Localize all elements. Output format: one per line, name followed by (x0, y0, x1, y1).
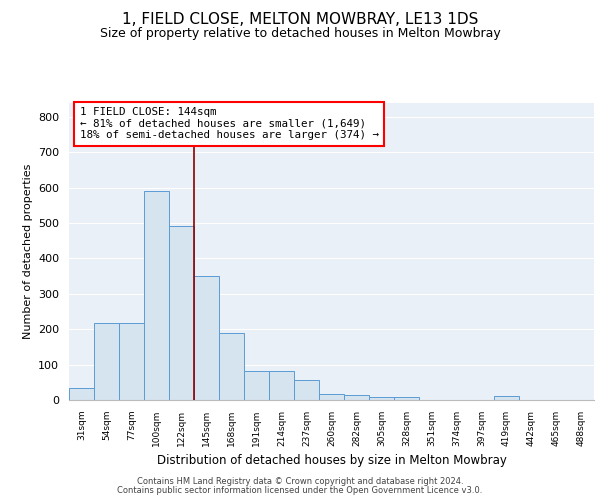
Bar (94, 323, 119, 400)
Text: 1 FIELD CLOSE: 144sqm
← 81% of detached houses are smaller (1,649)
18% of semi-d: 1 FIELD CLOSE: 144sqm ← 81% of detached … (79, 107, 379, 140)
Text: Contains public sector information licensed under the Open Government Licence v3: Contains public sector information licen… (118, 486, 482, 495)
Bar (319, 394, 344, 400)
Bar (269, 370, 294, 400)
Text: 1, FIELD CLOSE, MELTON MOWBRAY, LE13 1DS: 1, FIELD CLOSE, MELTON MOWBRAY, LE13 1DS (122, 12, 478, 28)
Bar (369, 397, 394, 400)
Text: Contains HM Land Registry data © Crown copyright and database right 2024.: Contains HM Land Registry data © Crown c… (137, 477, 463, 486)
Y-axis label: Number of detached properties: Number of detached properties (23, 164, 32, 339)
Bar (144, 191, 169, 400)
Bar (169, 226, 194, 400)
Bar (494, 396, 519, 400)
Bar (69, 388, 94, 400)
Bar (294, 380, 319, 400)
Bar (219, 334, 244, 400)
Bar (244, 370, 269, 400)
Bar (394, 397, 419, 400)
X-axis label: Distribution of detached houses by size in Melton Mowbray: Distribution of detached houses by size … (157, 454, 506, 468)
Bar (194, 276, 219, 400)
Text: Size of property relative to detached houses in Melton Mowbray: Size of property relative to detached ho… (100, 28, 500, 40)
Bar (344, 396, 369, 400)
Bar (119, 323, 144, 400)
